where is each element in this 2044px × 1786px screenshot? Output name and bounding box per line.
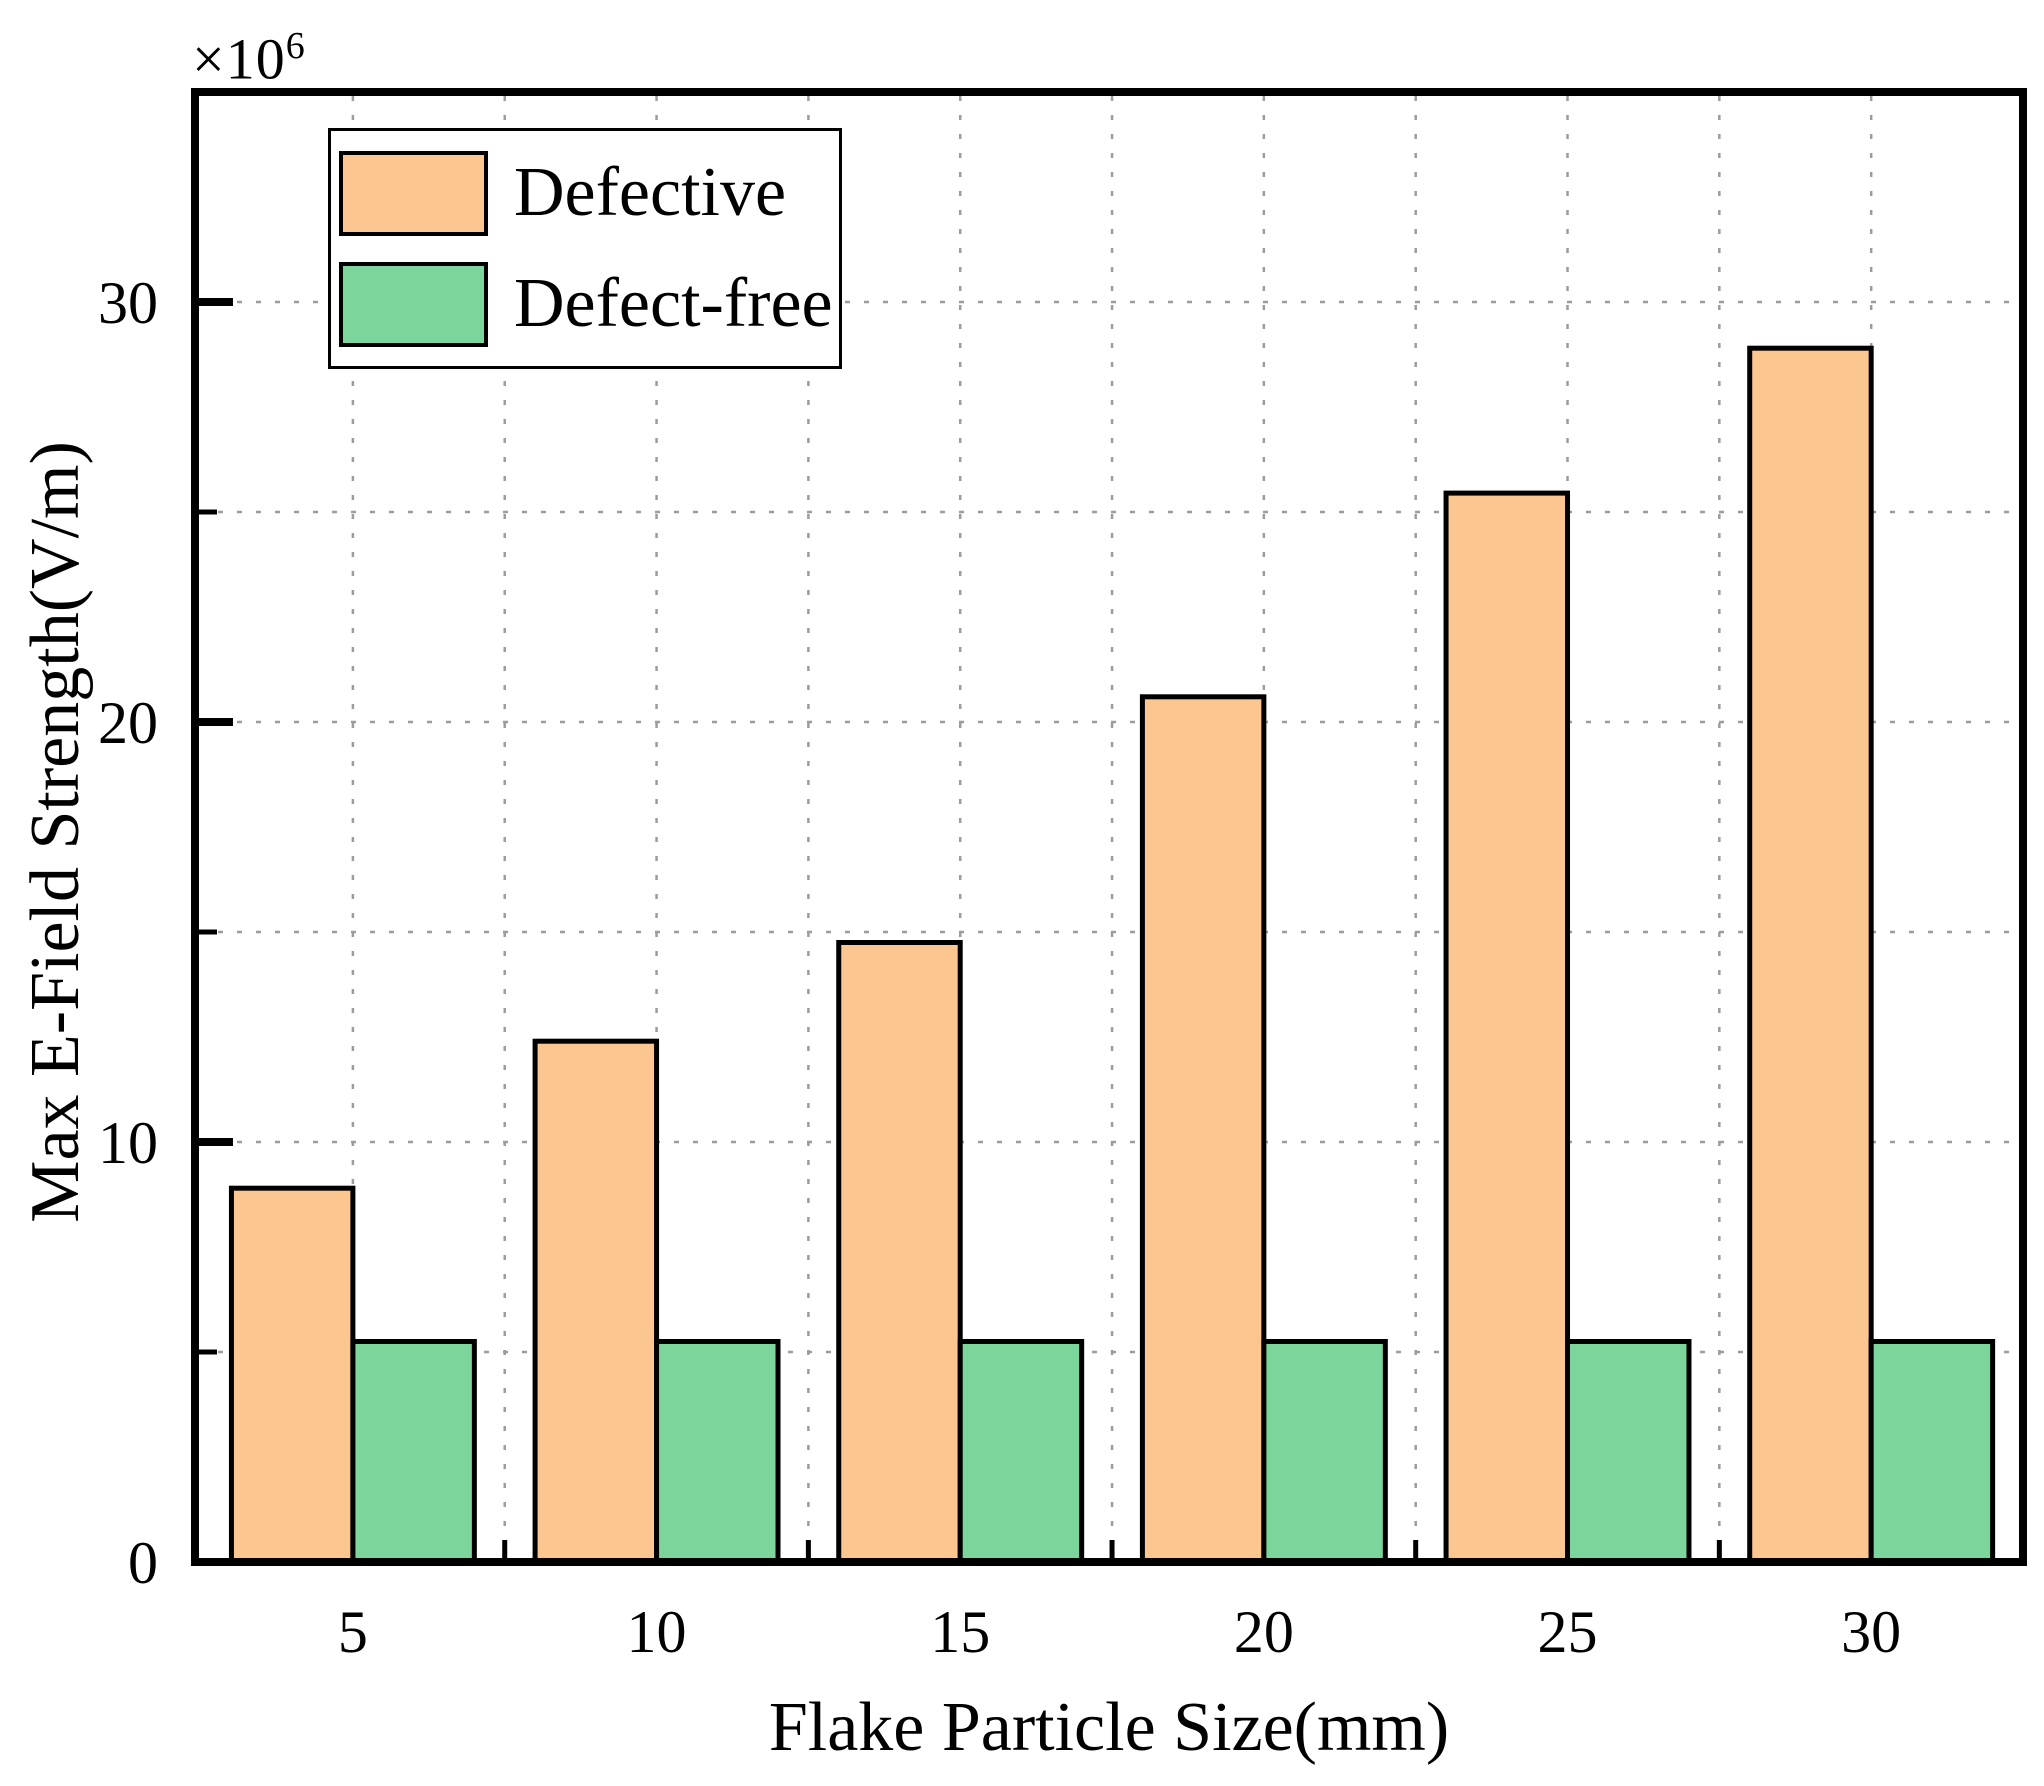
bar-defect-free-25mm <box>1565 1339 1692 1565</box>
x-tick-label-30: 30 <box>1841 1599 1901 1665</box>
bar-defect-free-5mm <box>350 1339 477 1565</box>
bar-defect-free-30mm <box>1868 1339 1996 1565</box>
bar-defective-20mm <box>1139 694 1267 1565</box>
bar-defect-free-20mm <box>1261 1339 1388 1565</box>
bar-defective-15mm <box>836 940 963 1565</box>
legend-swatch-defective <box>339 150 488 236</box>
legend-label-defect-free: Defect-free <box>514 265 833 342</box>
y-axis-title: Max E-Field Strength(V/m) <box>17 441 94 1223</box>
x-tick-label-5: 5 <box>338 1599 368 1665</box>
bar-defective-5mm <box>228 1185 356 1565</box>
plot-border <box>191 88 2027 1566</box>
y-tick-label-20: 20 <box>98 690 158 756</box>
y-tick-label-0: 0 <box>128 1530 158 1596</box>
offset-base: ×10 <box>192 26 286 92</box>
y-tick-label-10: 10 <box>98 1110 158 1176</box>
x-tick-label-20: 20 <box>1234 1599 1294 1665</box>
bar-defective-10mm <box>532 1038 660 1565</box>
legend-label-defective: Defective <box>514 154 787 231</box>
y-tick-label-30: 30 <box>98 270 158 336</box>
x-axis-title: Flake Particle Size(mm) <box>768 1689 1450 1766</box>
y-axis-offset-label: ×106 <box>192 24 306 92</box>
bar-defective-30mm <box>1747 345 1874 1565</box>
x-tick-label-10: 10 <box>627 1599 687 1665</box>
legend-swatch-defect-free <box>339 261 488 347</box>
offset-exponent: 6 <box>285 25 306 67</box>
legend-item-defective: Defective <box>339 150 839 236</box>
bar-defect-free-10mm <box>654 1339 781 1565</box>
x-tick-label-25: 25 <box>1538 1599 1598 1665</box>
tick-labels: 0 10 20 30 5 10 15 20 25 30 <box>98 270 1901 1665</box>
legend-item-defect-free: Defect-free <box>339 261 839 347</box>
legend: Defective Defect-free <box>328 128 842 369</box>
x-tick-label-15: 15 <box>930 1599 990 1665</box>
bar-defect-free-15mm <box>957 1339 1085 1565</box>
bar-defective-25mm <box>1443 490 1571 1565</box>
bars-defect-free <box>350 1339 1996 1565</box>
